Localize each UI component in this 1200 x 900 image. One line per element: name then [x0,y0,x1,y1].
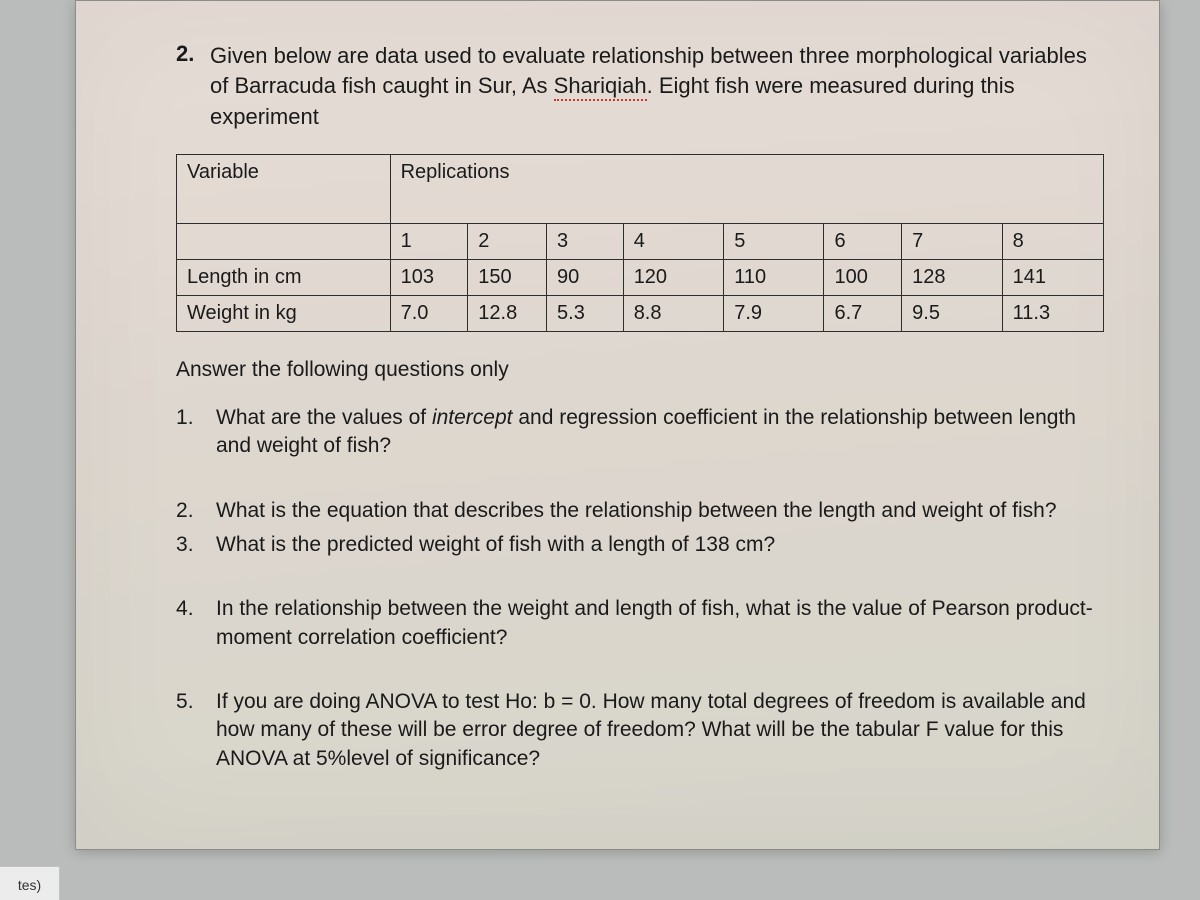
col-number: 3 [547,224,624,260]
question-item: What is the predicted weight of fish wit… [176,531,1104,559]
question-item: If you are doing ANOVA to test Ho: b = 0… [176,688,1104,773]
table-header-replications: Replications [390,155,1103,224]
problem-text: Given below are data used to evaluate re… [210,41,1104,132]
col-number: 5 [724,224,824,260]
q2-text: What is the equation that describes the … [216,497,1057,525]
sidebar-fragment: tes) [0,866,60,900]
problem-number: 2. [176,41,210,67]
table-row: Length in cm 103 150 90 120 110 100 128 … [177,260,1104,296]
table-row: Weight in kg 7.0 12.8 5.3 8.8 7.9 6.7 9.… [177,296,1104,332]
question-item: What are the values of intercept and reg… [176,404,1104,461]
q4-text: In the relationship between the weight a… [216,595,1104,652]
cell: 11.3 [1002,296,1103,332]
cell: 12.8 [468,296,547,332]
cell: 141 [1002,260,1103,296]
question-item: What is the equation that describes the … [176,497,1104,525]
cell: 7.9 [724,296,824,332]
cell: 9.5 [902,296,1003,332]
cell: 103 [390,260,468,296]
cell: 110 [724,260,824,296]
col-number: 6 [824,224,902,260]
cell: 7.0 [390,296,468,332]
table-row: 1 2 3 4 5 6 7 8 [177,224,1104,260]
cell: 6.7 [824,296,902,332]
q3-text: What is the predicted weight of fish wit… [216,531,775,559]
table-header-variable: Variable [177,155,391,224]
q1-text-a: What are the values of [216,406,432,429]
col-number: 8 [1002,224,1103,260]
cell: 8.8 [623,296,724,332]
row-label: Weight in kg [177,296,391,332]
cell: 90 [547,260,624,296]
col-number: 4 [623,224,724,260]
question-item: In the relationship between the weight a… [176,595,1104,652]
row-label: Length in cm [177,260,391,296]
cell: 5.3 [547,296,624,332]
questions-heading: Answer the following questions only [176,358,1104,382]
problem-intro: 2. Given below are data used to evaluate… [176,41,1104,132]
cell: 128 [902,260,1003,296]
cell: 150 [468,260,547,296]
col-number: 1 [390,224,468,260]
intro-underlined-word: Shariqiah [554,73,647,101]
cell: 120 [623,260,724,296]
q1-italic: intercept [432,406,513,429]
col-number: 2 [468,224,547,260]
col-number: 7 [902,224,1003,260]
questions-list: What are the values of intercept and reg… [176,404,1104,773]
q5-text: If you are doing ANOVA to test Ho: b = 0… [216,688,1104,773]
data-table: Variable Replications 1 2 3 4 5 6 7 8 Le… [176,154,1104,332]
document-page: 2. Given below are data used to evaluate… [75,0,1160,850]
cell: 100 [824,260,902,296]
